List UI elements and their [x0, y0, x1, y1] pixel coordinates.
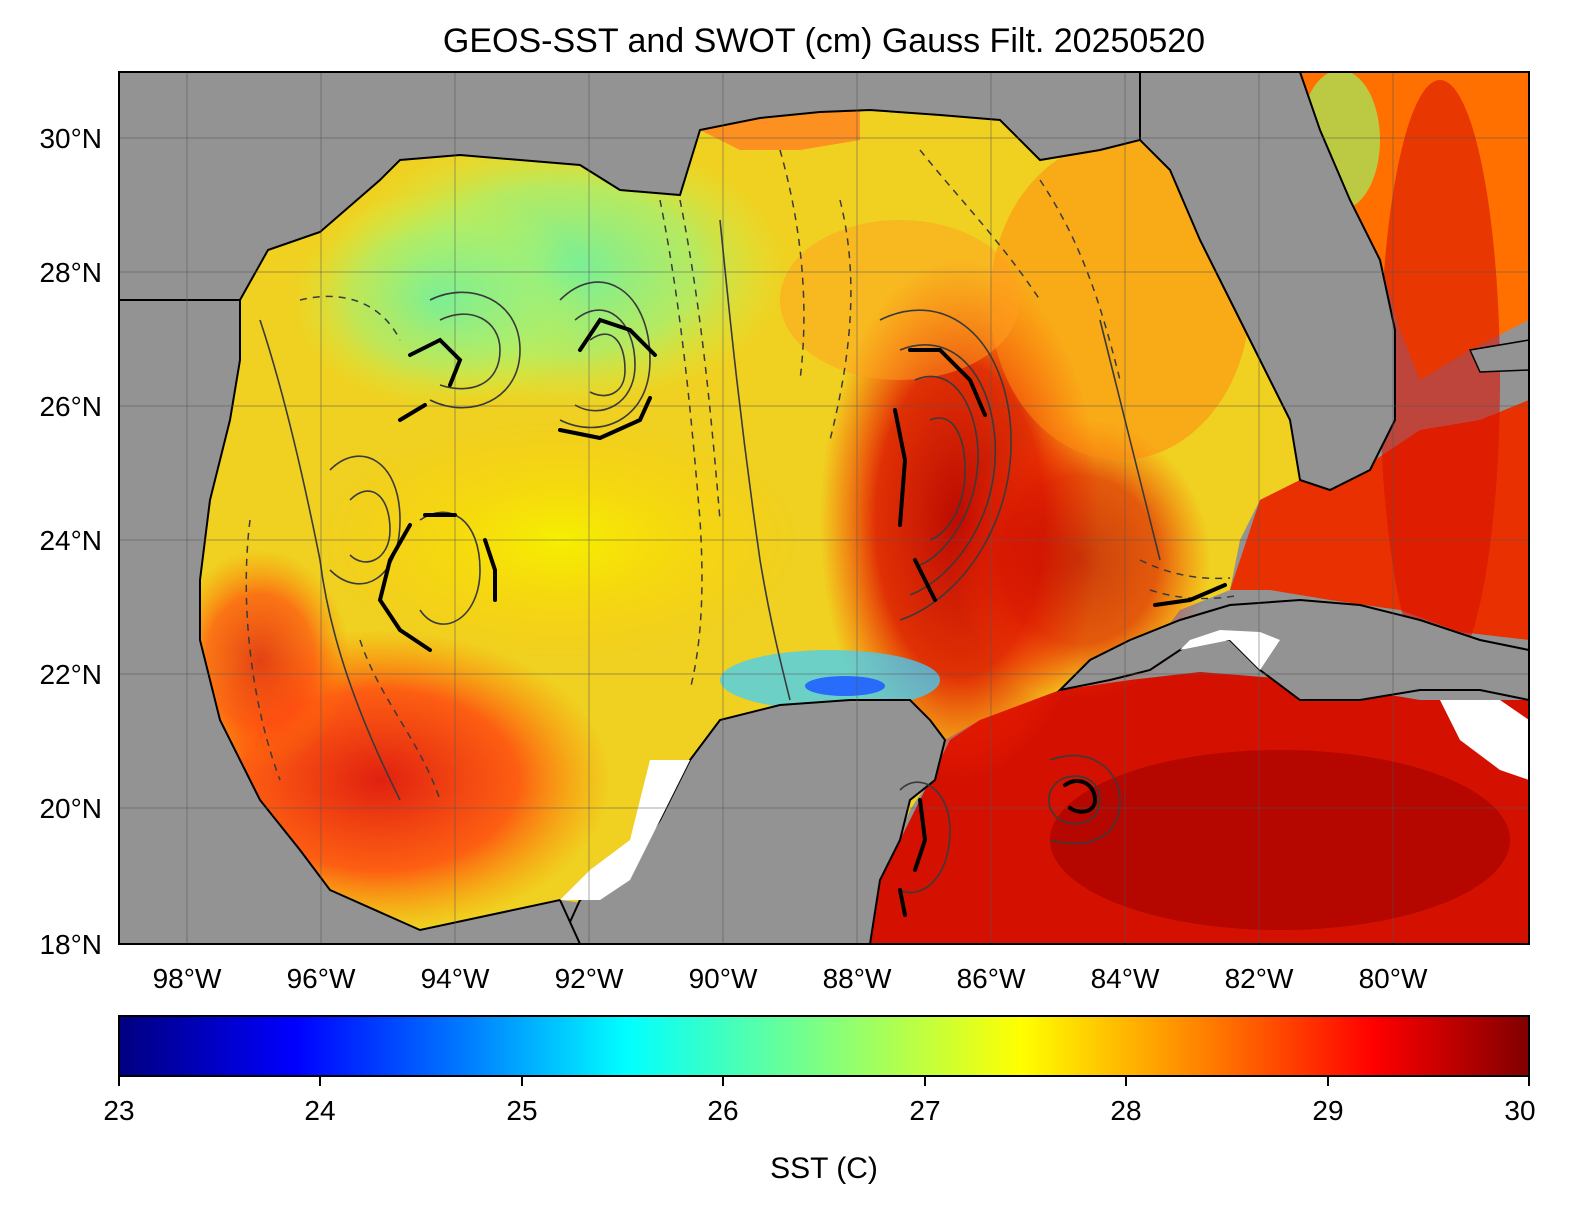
- campeche-blue-spot: [805, 676, 885, 696]
- map-panel: [119, 72, 1529, 944]
- caribbean-dark-patch: [1050, 750, 1510, 930]
- lon-tick-label: 82°W: [1225, 963, 1294, 994]
- lat-tick-label: 28°N: [39, 257, 102, 288]
- mexico-land: [119, 299, 582, 944]
- lat-tick-label: 18°N: [39, 929, 102, 960]
- lon-tick-label: 84°W: [1091, 963, 1160, 994]
- lat-tick-label: 26°N: [39, 391, 102, 422]
- colorbar-tick-label: 30: [1504, 1095, 1535, 1126]
- cuba-no-data: [1180, 630, 1280, 670]
- colorbar-tick-label: 24: [304, 1095, 335, 1126]
- orange-east-patch: [990, 140, 1250, 460]
- colorbar-tick-label: 28: [1110, 1095, 1141, 1126]
- campeche-no-data: [560, 760, 690, 900]
- longitude-axis: 98°W 96°W 94°W 92°W 90°W 88°W 86°W 84°W …: [153, 963, 1428, 994]
- us-coast-land: [119, 72, 1141, 301]
- atlantic-stream: [1380, 80, 1500, 680]
- colorbar-gradient: [118, 1015, 1530, 1077]
- lat-tick-label: 30°N: [39, 123, 102, 154]
- ssh-contours: [259, 219, 1161, 894]
- colorbar-tick-labels: 23 24 25 26 27 28 29 30: [103, 1095, 1535, 1126]
- colorbar-tick-label: 29: [1312, 1095, 1343, 1126]
- bahamas-land: [1468, 339, 1529, 373]
- florida-land: [1139, 72, 1396, 492]
- lon-tick-label: 90°W: [689, 963, 758, 994]
- gridlines: [119, 72, 1529, 944]
- lat-tick-label: 20°N: [39, 793, 102, 824]
- colorbar-tick-label: 23: [103, 1095, 134, 1126]
- lon-tick-label: 96°W: [287, 963, 356, 994]
- colorbar-ticks: [118, 1076, 1530, 1086]
- latitude-axis: 30°N 28°N 26°N 24°N 22°N 20°N 18°N: [39, 123, 102, 960]
- colorbar-label: SST (C): [770, 1152, 878, 1185]
- colorbar-tick-label: 25: [506, 1095, 537, 1126]
- lon-tick-label: 92°W: [555, 963, 624, 994]
- colorbar: 23 24 25 26 27 28 29 30 SST (C): [103, 1015, 1536, 1185]
- cool-shelf-patch-2: [290, 190, 590, 410]
- map-frame: [118, 71, 1530, 945]
- lon-tick-label: 86°W: [957, 963, 1026, 994]
- orange-east-patch-2: [780, 220, 1020, 380]
- lat-tick-label: 24°N: [39, 525, 102, 556]
- yellow-central-patch: [320, 420, 800, 660]
- lat-tick-label: 22°N: [39, 659, 102, 690]
- north-coast-warm: [700, 110, 860, 150]
- cuba-south-no-data: [1440, 700, 1529, 780]
- lon-tick-label: 98°W: [153, 963, 222, 994]
- lon-tick-label: 88°W: [823, 963, 892, 994]
- colorbar-tick-label: 27: [909, 1095, 940, 1126]
- lon-tick-label: 94°W: [421, 963, 490, 994]
- loop-current-warm-2: [950, 420, 1210, 700]
- lon-tick-label: 80°W: [1359, 963, 1428, 994]
- ssh-contours-bold: [377, 317, 1227, 917]
- map-title: GEOS-SST and SWOT (cm) Gauss Filt. 20250…: [443, 22, 1205, 60]
- colorbar-tick-label: 26: [707, 1095, 738, 1126]
